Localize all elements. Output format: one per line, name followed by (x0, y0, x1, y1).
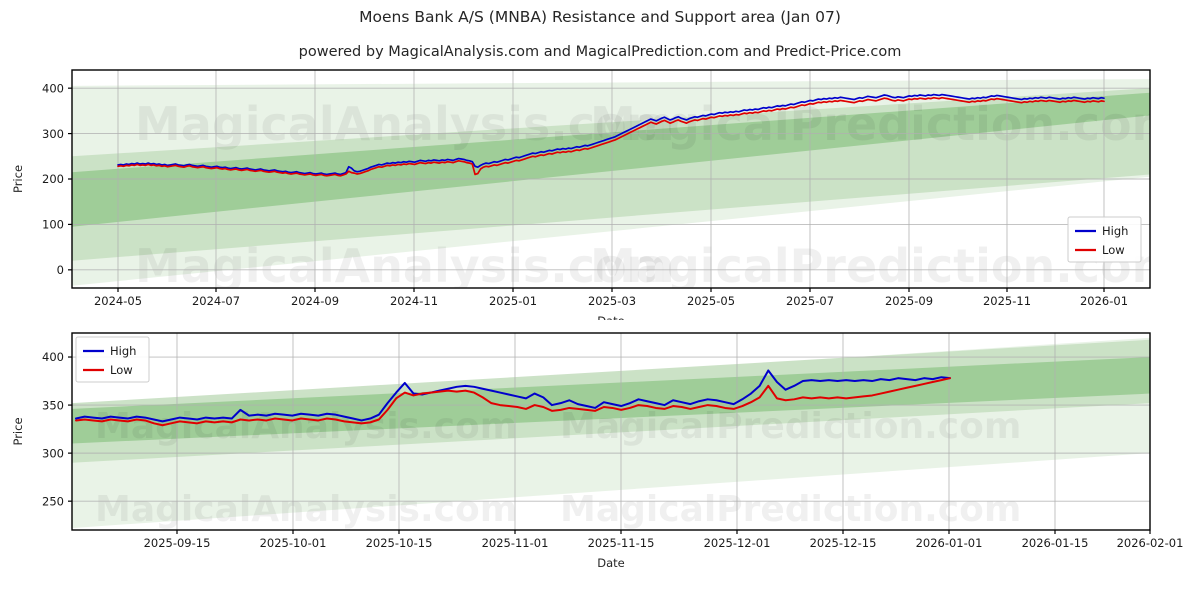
x-tick-label: 2024-07 (192, 294, 240, 308)
chart-recent-zoom: MagicalAnalysis.com MagicalPrediction.com… (0, 325, 1200, 600)
watermark-text: MagicalPrediction.com (560, 406, 1021, 447)
watermark-text: MagicalPrediction.com (590, 239, 1180, 293)
band-inner-dark (72, 92, 1150, 227)
x-tick-label: 2025-11-01 (482, 536, 549, 550)
y-tick-label: 300 (42, 446, 64, 460)
chart-full-history: MagicalAnalysis.com MagicalPrediction.com… (0, 60, 1200, 320)
x-tick-label: 2024-11 (390, 294, 438, 308)
y-axis-label: Price (11, 417, 25, 445)
watermark-text: MagicalAnalysis.com (135, 239, 675, 293)
y-tick-label: 200 (42, 172, 64, 186)
x-tick-label: 2026-01-01 (916, 536, 983, 550)
x-tick-label: 2025-12-15 (810, 536, 877, 550)
x-tick-label: 2025-10-15 (366, 536, 433, 550)
y-axis: 0 100 200 300 400 (42, 81, 72, 277)
x-tick-label: 2024-05 (94, 294, 142, 308)
x-tick-label: 2025-03 (588, 294, 636, 308)
series-line-low (117, 96, 1105, 177)
watermark-text: MagicalAnalysis.com (135, 97, 675, 151)
y-tick-label: 350 (42, 398, 64, 412)
watermark-group: MagicalAnalysis.comMagicalPrediction.com… (135, 97, 1180, 293)
x-tick-label: 2025-12-01 (704, 536, 771, 550)
page-title: Moens Bank A/S (MNBA) Resistance and Sup… (359, 8, 841, 26)
legend-item-low-label: Low (110, 363, 133, 377)
watermark-text: MagicalPrediction.com (590, 97, 1180, 151)
x-tick-label: 2025-09-15 (144, 536, 211, 550)
x-tick-label: 2026-01-15 (1022, 536, 1089, 550)
x-tick-label: 2026-02-01 (1117, 536, 1184, 550)
page-subtitle: powered by MagicalAnalysis.com and Magic… (298, 44, 902, 60)
plot-frame (71, 332, 1151, 531)
data-series-group (75, 369, 951, 427)
x-axis-label: Date (597, 314, 625, 320)
x-tick-label: 2025-11-15 (588, 536, 655, 550)
x-tick-label: 2026-01 (1080, 294, 1128, 308)
series-line-low (75, 377, 951, 427)
legend-item-high-label: High (1102, 224, 1128, 238)
x-axis-label: Date (597, 556, 625, 570)
watermark-text: MagicalPrediction.com (560, 489, 1021, 530)
resistance-support-bands (72, 79, 1150, 286)
legend[interactable]: High Low (1067, 216, 1142, 263)
watermark-text: MagicalAnalysis.com (95, 406, 517, 447)
grid-lines (72, 70, 1150, 288)
y-tick-label: 250 (42, 494, 64, 508)
y-axis-label: Price (11, 165, 25, 193)
y-tick-label: 100 (42, 218, 64, 232)
y-tick-label: 400 (42, 350, 64, 364)
x-tick-label: 2025-10-01 (260, 536, 327, 550)
x-axis: 2025-09-15 2025-10-01 2025-10-15 2025-11-01… (144, 530, 1184, 550)
chart-full-history-canvas: MagicalAnalysis.comMagicalPrediction.com… (11, 69, 1180, 320)
x-tick-label: 2025-11 (983, 294, 1031, 308)
chart-recent-zoom-canvas: MagicalAnalysis.com MagicalPrediction.com… (11, 332, 1184, 570)
legend[interactable]: High Low (75, 336, 150, 383)
x-tick-label: 2024-09 (291, 294, 339, 308)
x-tick-label: 2025-07 (786, 294, 834, 308)
legend-item-low-label: Low (1102, 243, 1125, 257)
x-tick-label: 2025-01 (489, 294, 537, 308)
legend-item-high-label: High (110, 344, 136, 358)
x-tick-label: 2025-09 (885, 294, 933, 308)
series-line-high (75, 369, 951, 423)
watermark-group: MagicalAnalysis.com MagicalPrediction.com… (95, 406, 1021, 530)
y-tick-label: 300 (42, 127, 64, 141)
data-series-group (117, 93, 1105, 177)
series-line-high (117, 93, 1105, 176)
x-axis: 2024-05 2024-07 2024-09 2024-11 2025-01 2025-… (94, 288, 1128, 308)
y-tick-label: 400 (42, 81, 64, 95)
x-tick-label: 2025-05 (687, 294, 735, 308)
y-tick-label: 0 (57, 263, 64, 277)
watermark-text: MagicalAnalysis.com (95, 489, 517, 530)
y-axis: 250 300 350 400 (42, 350, 72, 508)
